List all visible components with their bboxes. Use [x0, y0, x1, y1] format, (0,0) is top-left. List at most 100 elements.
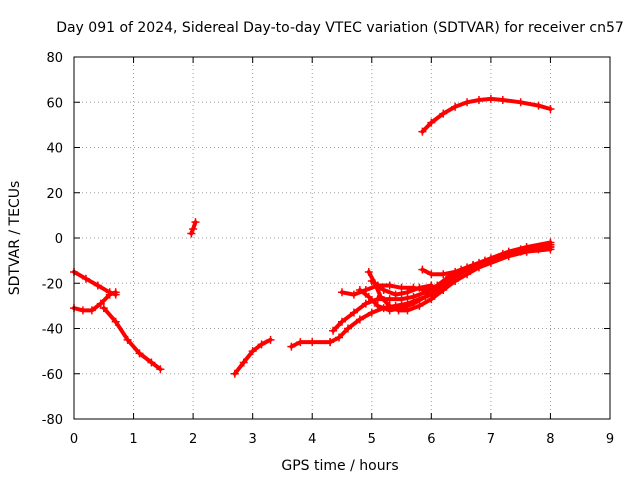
data-point [308, 338, 317, 347]
y-tick-label: 80 [46, 51, 63, 66]
data-point [123, 335, 132, 344]
data-point [385, 281, 394, 290]
data-point [96, 299, 105, 308]
series-track-4 [187, 218, 200, 238]
data-point [379, 286, 388, 295]
data-point [78, 306, 87, 315]
data-point [349, 290, 358, 299]
data-point [93, 281, 102, 290]
data-point [427, 270, 436, 279]
data-point [361, 286, 370, 295]
data-point [421, 292, 430, 301]
data-point [349, 308, 358, 317]
data-point [418, 127, 427, 136]
y-axis-label: SDTVAR / TECUs [7, 181, 23, 296]
series-track-6 [287, 338, 335, 351]
series-line [420, 96, 553, 134]
data-point [187, 229, 196, 238]
series-line [101, 306, 163, 372]
data-point [427, 295, 436, 304]
series-line [289, 340, 333, 349]
y-tick-label: 40 [46, 142, 63, 157]
y-tick-label: -80 [42, 413, 63, 428]
data-point [451, 267, 460, 276]
data-point [87, 306, 96, 315]
x-tick-label: 5 [368, 432, 376, 447]
data-point [486, 94, 495, 103]
data-point [329, 326, 338, 335]
x-tick-label: 8 [546, 432, 554, 447]
data-point [409, 292, 418, 301]
data-point [189, 224, 198, 233]
data-point [385, 295, 394, 304]
data-point [367, 308, 376, 317]
series-track-12 [367, 276, 436, 299]
x-tick-label: 3 [249, 432, 257, 447]
data-point [296, 338, 305, 347]
series-line [420, 240, 553, 277]
data-point [385, 301, 394, 310]
x-axis-ticks: 0 1 2 3 4 5 6 7 8 9 [70, 57, 614, 447]
y-tick-label: 0 [55, 232, 63, 247]
data-point [99, 304, 108, 313]
x-tick-label: 7 [487, 432, 495, 447]
data-point [367, 276, 376, 285]
data-point [403, 288, 412, 297]
series-track-3 [99, 304, 165, 374]
data-point [111, 317, 120, 326]
data-point [546, 238, 555, 247]
data-point [156, 365, 165, 374]
data-point [355, 315, 364, 324]
y-tick-label: 60 [46, 96, 63, 111]
data-point [439, 109, 448, 118]
plot-area [70, 94, 555, 378]
data-point [516, 98, 525, 107]
data-point [474, 95, 483, 104]
series-track-5 [230, 335, 275, 378]
y-tick-label: -60 [42, 368, 63, 383]
data-point [415, 283, 424, 292]
data-point [463, 263, 472, 272]
data-point [486, 254, 495, 263]
series-track-2 [70, 288, 120, 315]
data-point [111, 288, 120, 297]
data-point [364, 292, 373, 301]
data-point [147, 358, 156, 367]
data-point [498, 95, 507, 104]
data-point [343, 324, 352, 333]
data-point [81, 274, 90, 283]
data-point [338, 288, 346, 297]
data-point [105, 290, 114, 299]
data-point [433, 283, 442, 292]
plot-frame [73, 56, 611, 420]
data-point [504, 247, 513, 256]
data-point [546, 105, 555, 114]
x-tick-label: 4 [308, 432, 316, 447]
data-point [451, 276, 460, 285]
data-point [239, 358, 248, 367]
data-point [445, 274, 454, 283]
x-tick-label: 1 [129, 432, 137, 447]
series-track-13 [418, 238, 555, 279]
x-tick-label: 9 [606, 432, 614, 447]
data-point [326, 338, 335, 347]
y-tick-label: 20 [46, 187, 63, 202]
y-axis-ticks: 80 60 40 20 0 -20 -40 -60 -80 [42, 51, 610, 428]
y-tick-label: -40 [42, 323, 63, 338]
data-point [191, 218, 200, 227]
data-point [397, 295, 406, 304]
data-point [418, 265, 427, 274]
data-point [257, 340, 266, 349]
x-tick-label: 0 [70, 432, 78, 447]
data-point [266, 335, 275, 344]
x-axis-label: GPS time / hours [281, 458, 398, 474]
data-point [534, 101, 543, 110]
data-point [451, 102, 460, 111]
data-point [373, 301, 382, 310]
data-point [361, 299, 370, 308]
data-point [230, 369, 239, 378]
data-point [415, 301, 424, 310]
data-point [522, 243, 531, 252]
data-point [474, 258, 483, 267]
